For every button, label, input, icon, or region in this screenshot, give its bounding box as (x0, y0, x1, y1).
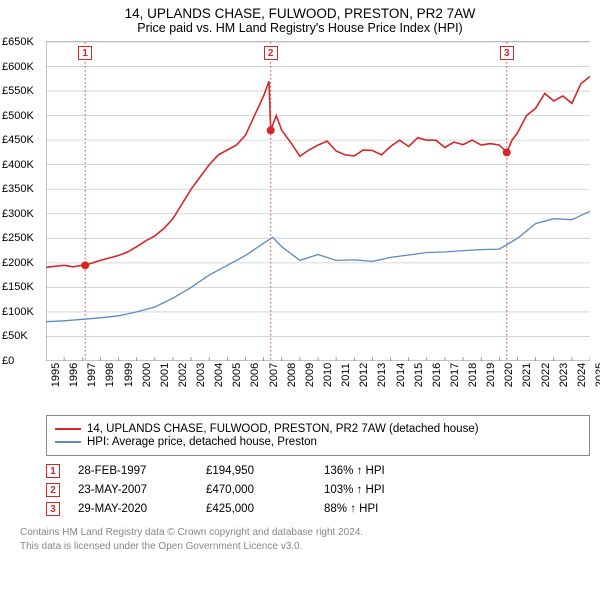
y-axis-label: £350K (2, 183, 34, 195)
sale-table: 1 28-FEB-1997 £194,950 136% ↑ HPI 2 23-MAY-20… (46, 464, 590, 516)
y-axis-label: £200K (2, 257, 34, 269)
x-axis-label: 2023 (558, 363, 570, 387)
x-axis-label: 2018 (467, 363, 479, 387)
x-axis-label: 2011 (340, 363, 352, 387)
sale-marker-icon: 1 (46, 464, 60, 478)
footnote-line: This data is licensed under the Open Gov… (20, 540, 590, 554)
sale-date: 29-MAY-2020 (78, 503, 188, 515)
footnote: Contains HM Land Registry data © Crown c… (20, 526, 590, 553)
y-axis-label: £450K (2, 134, 34, 146)
sale-pct: 136% ↑ HPI (324, 465, 434, 477)
y-axis-label: £150K (2, 281, 34, 293)
y-axis-label: £500K (2, 110, 34, 122)
sale-row: 1 28-FEB-1997 £194,950 136% ↑ HPI (46, 464, 590, 478)
x-axis-label: 2000 (141, 363, 153, 387)
sale-marker-icon: 2 (46, 483, 60, 497)
x-axis-label: 1997 (86, 363, 98, 387)
x-axis-label: 2006 (249, 363, 261, 387)
y-axis-label: £0 (2, 355, 14, 367)
x-axis-label: 2016 (431, 363, 443, 387)
x-axis-label: 1998 (104, 363, 116, 387)
legend-label: HPI: Average price, detached house, Pres… (87, 436, 317, 448)
legend-line-icon (55, 428, 81, 430)
sale-marker-icon: 3 (46, 502, 60, 516)
x-axis-label: 2002 (177, 363, 189, 387)
x-axis-label: 2013 (376, 363, 388, 387)
y-axis-label: £250K (2, 232, 34, 244)
sale-pct: 88% ↑ HPI (324, 503, 434, 515)
legend-row-hpi: HPI: Average price, detached house, Pres… (55, 436, 581, 448)
title-block: 14, UPLANDS CHASE, FULWOOD, PRESTON, PR2… (0, 0, 600, 37)
lines-svg (46, 42, 590, 361)
sale-row: 3 29-MAY-2020 £425,000 88% ↑ HPI (46, 502, 590, 516)
y-axis-label: £650K (2, 36, 34, 48)
sale-price: £470,000 (206, 484, 306, 496)
x-axis-label: 2009 (304, 363, 316, 387)
chart-subtitle: Price paid vs. HM Land Registry's House … (0, 21, 600, 35)
x-axis-label: 2010 (322, 363, 334, 387)
x-axis-label: 2003 (195, 363, 207, 387)
x-axis-label: 1995 (50, 363, 62, 387)
x-axis-label: 2005 (231, 363, 243, 387)
footnote-line: Contains HM Land Registry data © Crown c… (20, 526, 590, 540)
legend-box: 14, UPLANDS CHASE, FULWOOD, PRESTON, PR2… (46, 415, 590, 456)
x-axis-label: 2021 (521, 363, 533, 387)
legend-row-property: 14, UPLANDS CHASE, FULWOOD, PRESTON, PR2… (55, 423, 581, 435)
sale-date: 28-FEB-1997 (78, 465, 188, 477)
sale-pct: 103% ↑ HPI (324, 484, 434, 496)
x-axis-label: 2015 (413, 363, 425, 387)
chart-container: 14, UPLANDS CHASE, FULWOOD, PRESTON, PR2… (0, 0, 600, 553)
x-axis-label: 2004 (213, 363, 225, 387)
sale-marker-icon: 2 (264, 46, 278, 60)
x-axis-label: 1999 (123, 363, 135, 387)
legend-line-icon (55, 441, 81, 443)
y-axis-label: £300K (2, 208, 34, 220)
sale-price: £194,950 (206, 465, 306, 477)
x-axis-label: 2017 (449, 363, 461, 387)
sale-date: 23-MAY-2007 (78, 484, 188, 496)
x-axis-label: 2022 (540, 363, 552, 387)
sale-price: £425,000 (206, 503, 306, 515)
x-axis-label: 2001 (159, 363, 171, 387)
x-axis-label: 1996 (68, 363, 80, 387)
x-axis-label: 2020 (503, 363, 515, 387)
y-axis-label: £550K (2, 85, 34, 97)
x-axis-label: 2014 (395, 363, 407, 387)
plot-region: £0£50K£100K£150K£200K£250K£300K£350K£400… (46, 42, 590, 361)
y-axis-label: £50K (2, 330, 28, 342)
sale-marker-icon: 3 (500, 46, 514, 60)
x-axis-label: 2024 (576, 363, 588, 387)
x-axis-label: 2019 (485, 363, 497, 387)
x-axis-label: 2025 (594, 363, 600, 387)
x-axis-label: 2012 (358, 363, 370, 387)
xtick-container: 1995 1996 1997 1998 1999 2000 2001 2002 2003 2004… (46, 361, 590, 387)
chart-title: 14, UPLANDS CHASE, FULWOOD, PRESTON, PR2… (0, 6, 600, 21)
y-axis-label: £600K (2, 61, 34, 73)
x-axis-label: 2007 (268, 363, 280, 387)
sale-marker-icon: 1 (78, 46, 92, 60)
legend-label: 14, UPLANDS CHASE, FULWOOD, PRESTON, PR2… (87, 423, 479, 435)
sale-row: 2 23-MAY-2007 £470,000 103% ↑ HPI (46, 483, 590, 497)
y-axis-label: £400K (2, 159, 34, 171)
chart-area: £0£50K£100K£150K£200K£250K£300K£350K£400… (46, 41, 590, 381)
x-axis-label: 2008 (286, 363, 298, 387)
y-axis-label: £100K (2, 306, 34, 318)
